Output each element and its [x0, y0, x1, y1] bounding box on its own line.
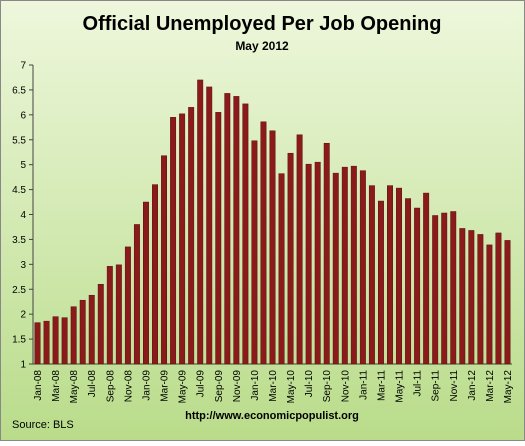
y-tick-label: 2.5 [12, 285, 26, 296]
bar [459, 228, 466, 365]
bar [170, 117, 177, 365]
x-tick-label: May-09 [178, 370, 189, 404]
bar [377, 200, 384, 365]
bar [432, 215, 439, 365]
bar [314, 161, 321, 365]
chart-subtitle: May 2012 [235, 39, 289, 53]
x-tick-label: May-11 [395, 370, 406, 403]
bar [287, 152, 294, 365]
source: Source: BLS [12, 419, 74, 431]
bar [414, 207, 421, 365]
x-tick-label: Sep-08 [105, 370, 116, 403]
bar [251, 140, 258, 365]
y-tick-label: 1 [20, 360, 26, 371]
bar [242, 103, 249, 365]
bar [387, 185, 393, 365]
bar [79, 299, 86, 365]
x-tick-label: Mar-09 [160, 370, 171, 402]
bar [124, 246, 131, 365]
y-tick-label: 4.5 [12, 185, 26, 196]
y-tick-label: 2 [20, 310, 26, 321]
bar [477, 234, 484, 365]
bar [133, 224, 140, 365]
bar [106, 266, 113, 365]
y-tick-label: 3.5 [12, 235, 26, 246]
x-tick-label: Mar-12 [485, 370, 496, 402]
x-tick-label: Nov-10 [340, 370, 351, 403]
y-tick-label: 5.5 [12, 135, 26, 146]
bar [97, 284, 104, 365]
y-tick-label: 1.5 [12, 335, 26, 346]
x-tick-label: Jan-10 [250, 370, 261, 401]
bar [52, 316, 59, 365]
bar [215, 112, 222, 365]
x-tick-label: Sep-09 [214, 370, 225, 403]
bar [368, 185, 375, 365]
y-tick-label: 5 [20, 160, 26, 171]
x-tick-label: Sep-10 [322, 370, 333, 403]
bar [305, 163, 312, 365]
x-tick-label: Jul-08 [87, 370, 98, 398]
bar [206, 86, 213, 365]
bar [269, 130, 276, 365]
bar [260, 121, 267, 365]
x-tick-label: Jan-09 [141, 370, 152, 401]
y-tick-label: 6.5 [12, 85, 26, 96]
bar [359, 170, 366, 365]
bar [468, 230, 475, 365]
bar [278, 173, 285, 365]
bar [323, 142, 330, 365]
bar [197, 79, 204, 365]
bar [161, 155, 168, 365]
x-tick-label: Mar-10 [268, 370, 279, 402]
bar [43, 320, 50, 365]
url: http://www.economicpopulist.org [185, 410, 359, 422]
bar [423, 192, 430, 365]
x-tick-label: May-08 [69, 370, 80, 404]
x-tick-label: Mar-08 [51, 370, 62, 402]
bar [179, 113, 186, 365]
x-tick-label: Jul-11 [413, 370, 424, 397]
bar [441, 212, 448, 365]
x-tick-label: Sep-11 [431, 370, 442, 402]
x-tick-label: May-10 [286, 370, 297, 404]
x-tick-label: Jul-09 [196, 370, 207, 398]
bar [504, 240, 511, 365]
bar [61, 317, 68, 365]
bar [224, 93, 231, 365]
x-tick-label: Jan-11 [358, 370, 369, 400]
x-tick-label: Nov-11 [449, 370, 460, 402]
y-tick-label: 6 [20, 110, 26, 121]
bar [486, 244, 493, 365]
bar [188, 107, 195, 365]
y-tick-label: 7 [20, 61, 26, 72]
bar [115, 264, 122, 365]
bar [396, 187, 402, 365]
bar [34, 322, 41, 365]
bar [341, 166, 348, 365]
y-tick-label: 3 [20, 260, 26, 271]
bar [143, 201, 149, 365]
bar [152, 184, 158, 365]
bar [70, 306, 77, 365]
bar [495, 232, 502, 365]
bar [88, 294, 95, 365]
bar [350, 165, 357, 365]
x-tick-label: Mar-11 [376, 370, 387, 401]
x-tick-label: Jan-08 [33, 370, 44, 401]
x-tick-label: Nov-08 [123, 370, 134, 403]
x-tick-label: May-12 [503, 370, 514, 404]
chart-title: Official Unemployed Per Job Opening [83, 13, 442, 35]
bar [405, 198, 412, 365]
bar [332, 172, 339, 365]
x-tick-label: Nov-09 [232, 370, 243, 403]
bar [296, 134, 303, 365]
x-tick-label: Jul-10 [304, 370, 315, 398]
y-tick-label: 4 [20, 210, 26, 221]
bar [450, 211, 457, 365]
x-tick-label: Jan-12 [467, 370, 478, 401]
bar [233, 96, 240, 365]
